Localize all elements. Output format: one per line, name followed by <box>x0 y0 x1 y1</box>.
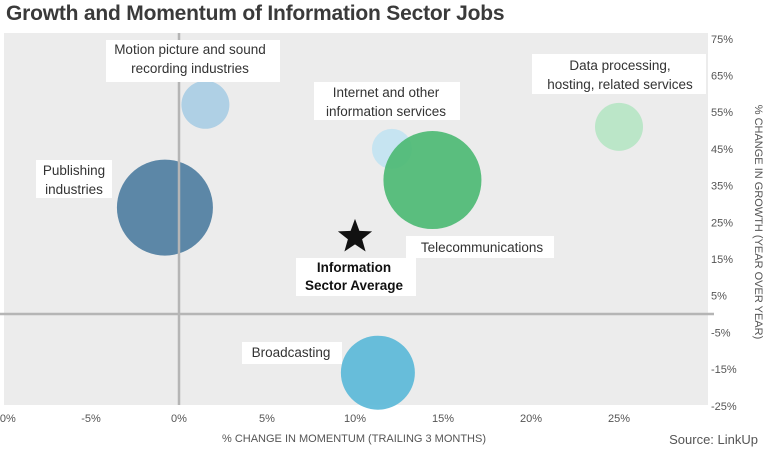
y-tick-label: 45% <box>711 144 733 156</box>
y-tick-label: 35% <box>711 181 733 193</box>
label-box-5 <box>242 342 342 364</box>
bubble-3 <box>383 131 482 230</box>
chart-title: Growth and Momentum of Information Secto… <box>6 2 505 25</box>
label-box-1 <box>36 160 112 198</box>
x-tick-label: 10% <box>344 413 366 425</box>
y-tick-label: 15% <box>711 254 733 266</box>
x-axis-label: % CHANGE IN MOMENTUM (TRAILING 3 MONTHS) <box>222 433 487 445</box>
source-note: Source: LinkUp <box>669 432 758 447</box>
y-axis-label: % CHANGE IN GROWTH (YEAR OVER YEAR) <box>752 104 764 340</box>
bubble-5 <box>340 335 415 410</box>
bubble-label-2: Internet and other <box>333 85 440 100</box>
y-tick-label: -5% <box>711 327 731 339</box>
y-tick-label: 65% <box>711 70 733 82</box>
bubble-label-2: information services <box>326 104 446 119</box>
x-tick-label: -10% <box>0 413 16 425</box>
y-tick-label: 5% <box>711 291 727 303</box>
bubble-label-1: industries <box>45 182 103 197</box>
x-tick-label: -5% <box>81 413 101 425</box>
x-tick-label: 0% <box>171 413 187 425</box>
average-star-icon <box>337 218 373 252</box>
x-tick-label: 5% <box>259 413 275 425</box>
bubble-1 <box>116 159 213 256</box>
bubble-label-4: Data processing, <box>569 58 670 73</box>
average-label: Sector Average <box>305 278 404 293</box>
bubble-label-0: recording industries <box>131 61 249 76</box>
bubble-label-1: Publishing <box>43 163 105 178</box>
label-box-2 <box>314 82 460 120</box>
y-tick-label: 25% <box>711 217 733 229</box>
average-label: Information <box>317 260 391 275</box>
y-tick-label: -25% <box>711 401 737 413</box>
bubble-label-3: Telecommunications <box>421 240 544 255</box>
x-tick-label: 15% <box>432 413 454 425</box>
label-box-0 <box>106 40 280 82</box>
label-box-4 <box>532 54 706 94</box>
bubble-label-4: hosting, related services <box>547 77 693 92</box>
y-tick-label: -15% <box>711 364 737 376</box>
bubble-4 <box>595 102 643 151</box>
y-tick-label: 55% <box>711 107 733 119</box>
bubble-label-5: Broadcasting <box>252 345 331 360</box>
x-tick-label: 20% <box>520 413 542 425</box>
average-label-box <box>296 258 416 296</box>
bubble-0 <box>181 80 230 129</box>
y-tick-label: 75% <box>711 34 733 46</box>
bubble-label-0: Motion picture and sound <box>114 42 266 57</box>
x-tick-label: 25% <box>608 413 630 425</box>
label-box-3 <box>406 236 554 258</box>
